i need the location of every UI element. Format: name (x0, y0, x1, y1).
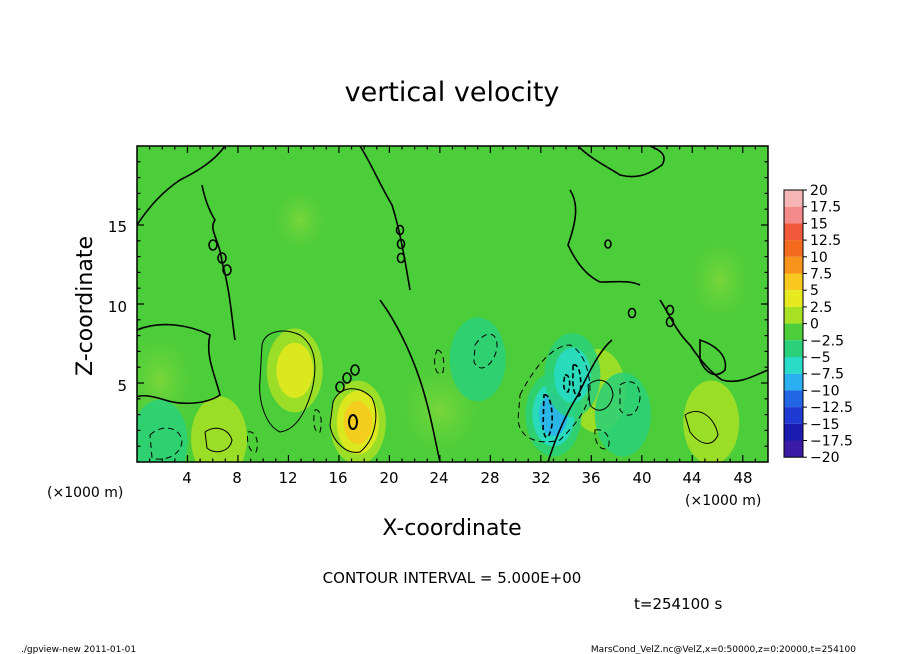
colorbar-swatch (784, 256, 803, 274)
x-unit-right: (×1000 m) (685, 493, 761, 509)
colorbar-label: −5 (810, 350, 831, 366)
plot-area (137, 146, 768, 462)
colorbar-label: 17.5 (810, 200, 841, 216)
x-tick-label: 12 (278, 469, 297, 487)
colorbar-swatch (784, 357, 803, 374)
colorbar-label: 10 (810, 250, 828, 266)
colorbar-swatch (784, 240, 803, 257)
x-unit-left: (×1000 m) (47, 485, 123, 501)
x-tick-label: 44 (682, 469, 701, 487)
chart-title: vertical velocity (345, 77, 560, 108)
colorbar: 2017.51512.5107.552.50−2.5−5−7.5−10−12.5… (783, 183, 853, 466)
positive-contours (204, 330, 719, 453)
colorbar-label: 2.5 (810, 300, 832, 316)
field-blobs (137, 317, 740, 462)
colorbar-swatch (784, 323, 803, 341)
colorbar-label: 12.5 (810, 233, 841, 249)
x-tick-label: 8 (232, 469, 242, 487)
colorbar-swatch (784, 273, 803, 291)
x-axis-label: X-coordinate (382, 516, 521, 541)
footer-left: ./gpview-new 2011-01-01 (21, 645, 136, 654)
colorbar-swatch (784, 390, 803, 408)
colorbar-label: 5 (810, 283, 819, 299)
field-blob-updraft (276, 342, 314, 398)
colorbar-label: 0 (810, 317, 819, 333)
colorbar-label: −15 (810, 417, 840, 433)
colorbar-label: −10 (810, 383, 840, 399)
colorbar-label: 20 (810, 183, 828, 199)
tick-marks (137, 146, 768, 462)
colorbar-swatch (784, 306, 803, 324)
colorbar-swatch (784, 373, 803, 391)
colorbar-swatch (784, 223, 803, 241)
x-tick-label: 48 (733, 469, 752, 487)
strong-contours (348, 414, 358, 430)
field-blob-updraft (683, 380, 740, 462)
y-tick-label: 15 (108, 218, 127, 236)
colorbar-swatch (784, 206, 803, 224)
x-tick-label: 4 (182, 469, 192, 487)
colorbar-label: −20 (810, 450, 840, 466)
oval-chains (208, 224, 675, 393)
negative-contours (149, 333, 641, 460)
y-axis-label: Z-coordinate (73, 236, 98, 376)
colorbar-swatch (784, 440, 803, 458)
colorbar-swatch (784, 407, 803, 424)
x-tick-label: 20 (379, 469, 398, 487)
colorbar-label: 15 (810, 216, 828, 232)
colorbar-label: 7.5 (810, 267, 832, 283)
colorbar-swatch (784, 190, 803, 207)
colorbar-label: −7.5 (810, 367, 844, 383)
x-tick-label: 40 (632, 469, 651, 487)
x-tick-label: 32 (531, 469, 550, 487)
field-blob-downdraft (594, 372, 651, 457)
x-tick-label: 36 (581, 469, 600, 487)
colorbar-label: −2.5 (810, 333, 844, 349)
colorbar-label: −12.5 (810, 400, 853, 416)
colorbar-swatch (784, 423, 803, 441)
colorbar-label: −17.5 (810, 434, 853, 450)
field-blob-updraft (191, 396, 248, 462)
y-tick-label: 5 (117, 377, 127, 395)
colorbar-swatch (784, 340, 803, 357)
x-tick-label: 28 (480, 469, 499, 487)
field-blob-downdraft (137, 399, 188, 462)
time-label: t=254100 s (634, 595, 722, 613)
x-tick-labels: 4 8 12 16 20 24 28 32 36 40 44 48 (182, 469, 752, 487)
y-tick-label: 10 (108, 298, 127, 316)
x-tick-label: 16 (328, 469, 347, 487)
colorbar-swatch (784, 290, 803, 307)
x-tick-label: 24 (429, 469, 448, 487)
contour-interval: CONTOUR INTERVAL = 5.000E+00 (323, 569, 582, 587)
field-blob-downdraft (449, 317, 506, 402)
strong-negative-contours (542, 364, 582, 439)
y-tick-labels: 5 10 15 (108, 218, 127, 395)
footer-right: MarsCond_VelZ.nc@VelZ,x=0:50000,z=0:2000… (591, 645, 856, 654)
